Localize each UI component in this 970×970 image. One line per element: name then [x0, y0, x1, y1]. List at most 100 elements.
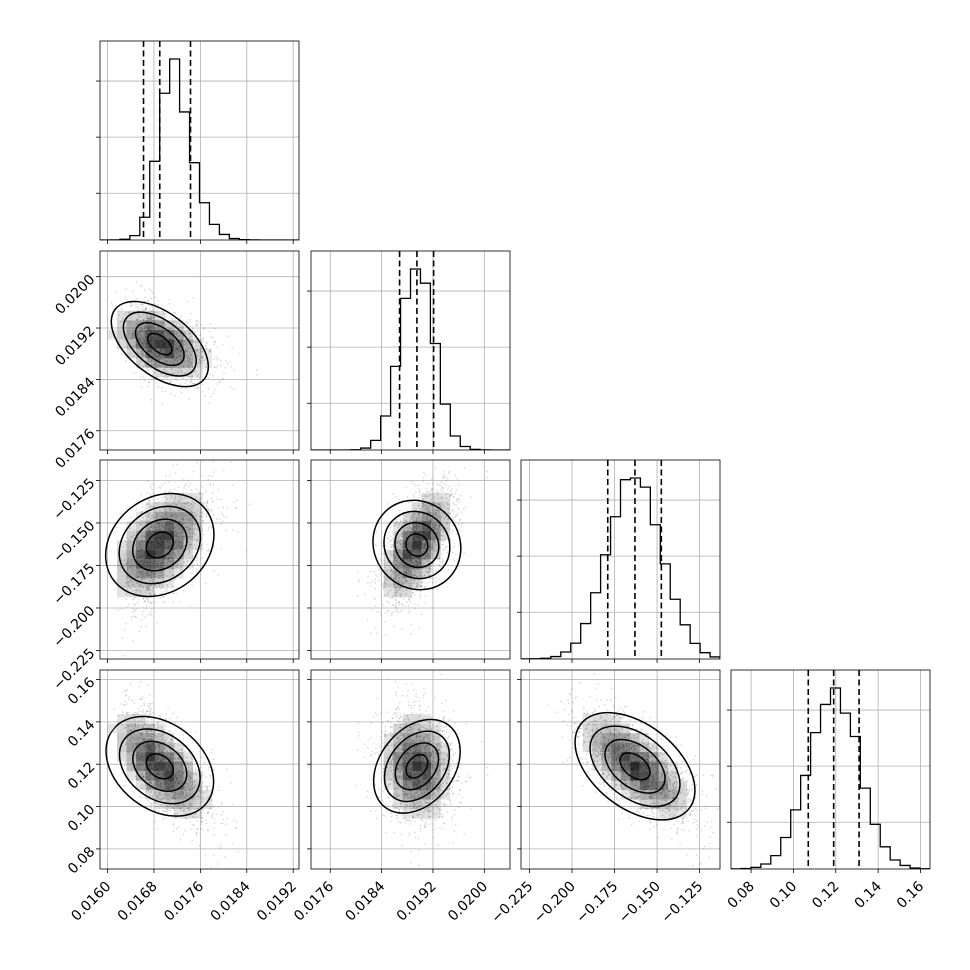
- sample-point: [149, 795, 151, 797]
- sample-point: [133, 311, 135, 313]
- density-cell: [431, 540, 441, 550]
- sample-point: [431, 537, 433, 540]
- sample-point: [154, 602, 156, 604]
- sample-point: [189, 532, 191, 534]
- sample-point: [141, 303, 143, 305]
- sample-point: [386, 530, 389, 533]
- density-cell: [136, 310, 146, 321]
- sample-point: [454, 492, 456, 494]
- sample-point: [177, 551, 179, 553]
- sample-point: [146, 364, 148, 366]
- sample-point: [384, 612, 387, 614]
- sample-point: [458, 545, 460, 547]
- sample-point: [133, 719, 136, 721]
- sample-point: [442, 560, 444, 562]
- sample-point: [381, 560, 383, 562]
- sample-point: [207, 508, 209, 511]
- density-cell: [155, 511, 165, 522]
- sample-point: [177, 327, 179, 329]
- sample-point: [185, 502, 187, 504]
- sample-point: [136, 602, 139, 604]
- sample-point: [196, 568, 198, 570]
- sample-point: [458, 484, 460, 486]
- sample-point: [395, 537, 398, 539]
- sample-point: [184, 522, 186, 524]
- sample-point: [398, 581, 400, 583]
- sample-point: [131, 336, 133, 339]
- sample-point: [245, 549, 247, 552]
- sample-point: [143, 331, 145, 333]
- sample-point: [438, 525, 441, 527]
- sample-point: [456, 514, 458, 516]
- sample-point: [139, 285, 142, 288]
- sample-point: [419, 559, 421, 562]
- sample-point: [140, 577, 143, 579]
- sample-point: [200, 475, 202, 477]
- sample-point: [154, 360, 156, 362]
- sample-point: [400, 543, 402, 545]
- density-cell: [440, 502, 451, 512]
- sample-point: [189, 544, 192, 547]
- density-cell: [383, 568, 394, 579]
- sample-point: [425, 555, 427, 557]
- sample-point: [153, 772, 155, 774]
- sample-point: [370, 632, 372, 634]
- sample-point: [214, 341, 216, 343]
- sample-point: [397, 567, 399, 570]
- sample-point: [135, 576, 137, 578]
- histogram-series: [521, 477, 720, 659]
- sample-point: [394, 587, 396, 590]
- density-cell: [174, 492, 184, 503]
- sample-point: [375, 531, 377, 533]
- sample-point: [170, 393, 172, 395]
- sample-point: [172, 321, 174, 323]
- sample-point: [200, 791, 202, 793]
- sample-point: [125, 593, 127, 595]
- sample-point: [115, 526, 117, 529]
- sample-point: [144, 320, 146, 322]
- sample-point: [134, 743, 137, 745]
- sample-point: [423, 550, 425, 552]
- sample-point: [121, 587, 124, 589]
- sample-point: [178, 318, 181, 320]
- sample-point: [139, 324, 142, 326]
- sample-point: [168, 357, 170, 360]
- sample-point: [183, 502, 185, 505]
- sample-point: [440, 517, 442, 519]
- sample-point: [213, 484, 215, 486]
- sample-point: [148, 325, 150, 327]
- sample-point: [149, 506, 151, 508]
- sample-point: [184, 797, 186, 799]
- sample-point: [141, 738, 143, 740]
- sample-point: [387, 537, 389, 539]
- sample-point: [133, 337, 135, 339]
- sample-point: [196, 510, 199, 512]
- sample-point: [166, 809, 169, 811]
- sample-point: [426, 571, 428, 574]
- sample-point: [434, 536, 436, 538]
- sample-point: [151, 325, 153, 327]
- sample-point: [438, 539, 440, 541]
- sample-point: [195, 730, 197, 733]
- sample-point: [173, 488, 176, 490]
- sample-point: [137, 366, 139, 369]
- sample-point: [417, 512, 419, 514]
- sample-point: [147, 299, 149, 301]
- sample-point: [118, 340, 120, 342]
- sample-point: [166, 322, 168, 324]
- sample-point: [232, 529, 234, 531]
- sample-point: [146, 597, 148, 599]
- sample-point: [154, 360, 157, 363]
- sample-point: [188, 549, 191, 552]
- sample-point: [172, 585, 174, 588]
- sample-point: [225, 360, 227, 362]
- sample-point: [153, 365, 155, 367]
- density-cell: [155, 559, 165, 569]
- contour-level-0: [146, 332, 173, 356]
- sample-point: [150, 325, 152, 328]
- sample-point: [149, 574, 151, 576]
- sample-point: [182, 517, 184, 520]
- sample-point: [386, 577, 389, 579]
- sample-point: [140, 572, 142, 575]
- sample-point: [130, 579, 132, 582]
